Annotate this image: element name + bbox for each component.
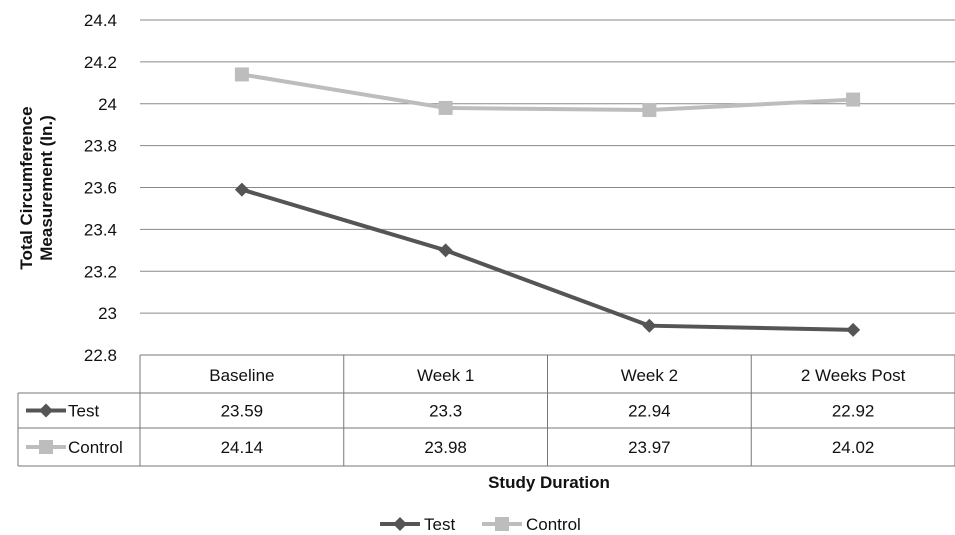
legend-label: Control (526, 515, 581, 534)
category-label: Week 2 (621, 366, 678, 385)
data-point-test (846, 322, 861, 337)
table-value: 24.14 (221, 438, 264, 457)
table-series-name: Control (68, 438, 123, 457)
category-label: 2 Weeks Post (801, 366, 906, 385)
y-tick-label: 23.6 (84, 179, 117, 198)
y-tick-label: 23 (98, 304, 117, 323)
data-table: Baseline Week 1 Week 2 2 Weeks Post Test 23.5… (17, 354, 955, 467)
y-tick-label: 23.4 (84, 220, 117, 239)
data-point-test (642, 318, 657, 333)
y-tick-label: 23.8 (84, 137, 117, 156)
table-value: 23.3 (429, 402, 462, 421)
data-point-test (438, 243, 453, 258)
data-point-control (234, 67, 249, 82)
category-label: Baseline (209, 366, 274, 385)
series-line-control (241, 72, 854, 113)
y-tick-label: 22.8 (84, 346, 117, 365)
table-key-control (26, 440, 66, 454)
table-value: 23.98 (424, 438, 467, 457)
data-point-control (438, 100, 453, 115)
table-value: 22.94 (628, 402, 671, 421)
legend-key-test (380, 517, 420, 531)
data-point-control (642, 103, 657, 118)
legend-key-control (482, 517, 522, 531)
y-tick-label: 24 (98, 95, 117, 114)
y-axis-title-group: Total Circumference Measurement (In.) (17, 106, 56, 269)
table-value: 24.02 (832, 438, 875, 457)
y-axis-title-line-2: Measurement (In.) (37, 115, 56, 260)
x-axis-title: Study Duration (488, 473, 610, 492)
y-tick-label: 24.4 (84, 11, 117, 30)
series-line-test (241, 187, 854, 332)
data-point-control (846, 92, 861, 107)
table-value: 23.97 (628, 438, 671, 457)
y-tick-label: 24.2 (84, 53, 117, 72)
category-label: Week 1 (417, 366, 474, 385)
data-point-test (234, 182, 249, 197)
legend: Test Control (380, 515, 581, 534)
legend-label: Test (424, 515, 455, 534)
table-value: 22.92 (832, 402, 875, 421)
series-lines (234, 67, 861, 337)
y-axis-title-line-1: Total Circumference (17, 106, 36, 269)
gridlines (140, 19, 955, 356)
table-value: 23.59 (221, 402, 264, 421)
y-axis-ticks: 22.8 23 23.2 23.4 23.6 23.8 24 24.2 24.4 (84, 11, 117, 365)
table-key-test (26, 403, 66, 418)
table-series-name: Test (68, 402, 99, 421)
y-tick-label: 23.2 (84, 262, 117, 281)
